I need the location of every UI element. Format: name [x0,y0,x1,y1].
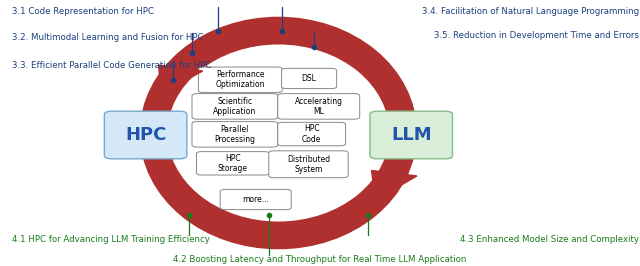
Text: 4.3 Enhanced Model Size and Complexity: 4.3 Enhanced Model Size and Complexity [460,235,639,244]
Text: 3.3. Efficient Parallel Code Generation for HPC: 3.3. Efficient Parallel Code Generation … [12,61,211,70]
Text: Accelerating
ML: Accelerating ML [295,97,343,116]
Text: Scientific
Application: Scientific Application [213,97,257,116]
FancyBboxPatch shape [220,189,291,210]
Text: more...: more... [243,195,269,204]
FancyBboxPatch shape [104,111,187,159]
Text: HPC
Storage: HPC Storage [218,154,248,173]
Text: 4.1 HPC for Advancing LLM Training Efficiency: 4.1 HPC for Advancing LLM Training Effic… [12,235,209,244]
Text: 4.2 Boosting Latency and Throughput for Real Time LLM Application: 4.2 Boosting Latency and Throughput for … [173,255,467,264]
Text: HPC: HPC [125,126,166,144]
Text: Parallel
Processing: Parallel Processing [214,125,255,144]
Polygon shape [372,171,417,200]
Text: 3.5. Reduction in Development Time and Errors: 3.5. Reduction in Development Time and E… [434,31,639,40]
Text: 3.4. Facilitation of Natural Language Programming: 3.4. Facilitation of Natural Language Pr… [422,7,639,16]
FancyBboxPatch shape [282,68,337,89]
FancyBboxPatch shape [192,94,278,119]
Text: 3.1 Code Representation for HPC: 3.1 Code Representation for HPC [12,7,154,16]
Text: DSL: DSL [301,74,317,83]
Text: LLM: LLM [391,126,431,144]
FancyBboxPatch shape [192,122,278,147]
Text: 3.2. Multimodal Learning and Fusion for HPC: 3.2. Multimodal Learning and Fusion for … [12,33,203,42]
FancyBboxPatch shape [370,111,452,159]
FancyBboxPatch shape [278,122,346,146]
FancyBboxPatch shape [269,151,348,178]
Polygon shape [159,65,203,94]
FancyBboxPatch shape [198,67,282,93]
Text: HPC
Code: HPC Code [302,124,321,144]
Text: Distributed
System: Distributed System [287,155,330,174]
FancyBboxPatch shape [196,152,269,175]
FancyBboxPatch shape [278,94,360,119]
Ellipse shape [175,52,381,214]
Text: Performance
Optimization: Performance Optimization [216,70,265,89]
